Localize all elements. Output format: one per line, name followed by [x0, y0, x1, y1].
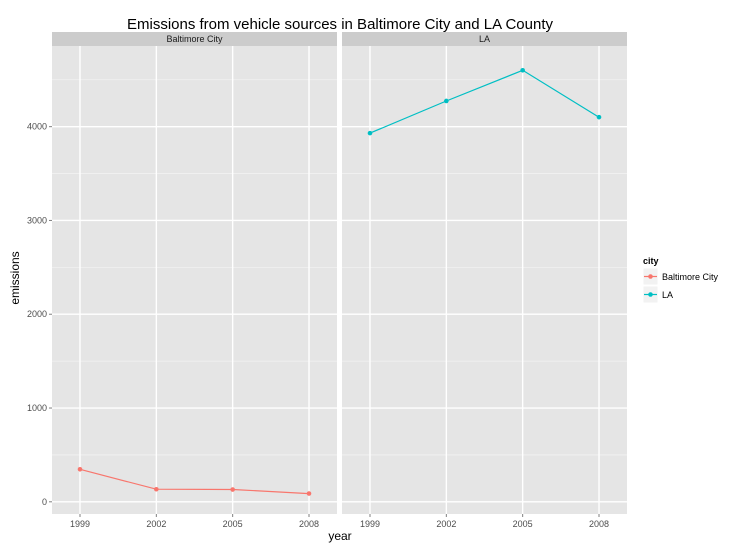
facet-panels: Baltimore City LA [52, 32, 627, 514]
strip-background [342, 32, 627, 46]
legend-label: Baltimore City [662, 272, 719, 282]
y-tick-label: 3000 [27, 215, 47, 225]
strip-label: LA [479, 34, 490, 44]
x-axis-label: year [328, 529, 351, 543]
y-tick-label: 1000 [27, 403, 47, 413]
x-tick-label: 2008 [299, 519, 319, 529]
x-axis-baltimore-city: 1999 2002 2005 2008 [70, 514, 319, 529]
legend-key-point [648, 292, 653, 297]
data-point-la-1999 [367, 130, 373, 136]
x-tick-label: 1999 [70, 519, 90, 529]
data-point-la-2002 [444, 98, 449, 104]
y-tick-label: 2000 [27, 309, 47, 319]
x-tick-label: 2005 [223, 519, 243, 529]
data-point-la-2005 [520, 67, 525, 73]
facet-panel-la: LA [342, 32, 627, 514]
panel-background [342, 46, 627, 514]
legend-title: city [643, 256, 659, 266]
data-point-baltimore-city-2008 [306, 491, 312, 496]
x-tick-label: 2002 [436, 519, 456, 529]
strip-label: Baltimore City [166, 34, 223, 44]
panel-background [52, 46, 337, 514]
y-axis-label: emissions [8, 251, 22, 304]
y-tick-label: 4000 [27, 122, 47, 132]
legend-key-point [648, 274, 653, 279]
chart-title: Emissions from vehicle sources in Baltim… [127, 16, 554, 33]
data-point-baltimore-city-1999 [77, 466, 83, 472]
x-axes: 1999 2002 2005 2008 1999 2002 2005 2008 [70, 514, 609, 529]
data-point-baltimore-city-2005 [230, 487, 235, 492]
y-tick-label: 0 [42, 497, 47, 507]
data-point-baltimore-city-2002 [154, 486, 159, 492]
data-point-la-2008 [596, 114, 602, 120]
x-axis-la: 1999 2002 2005 2008 [360, 514, 609, 529]
x-tick-label: 2005 [513, 519, 533, 529]
x-tick-label: 2008 [589, 519, 609, 529]
series-line-la [369, 69, 600, 134]
series-line-baltimore-city [79, 468, 310, 495]
x-tick-label: 2002 [146, 519, 166, 529]
facet-panel-baltimore-city: Baltimore City [52, 32, 337, 514]
x-tick-label: 1999 [360, 519, 380, 529]
legend-label: LA [662, 290, 673, 300]
strip-background [52, 32, 337, 46]
legend-entry-baltimore-city: Baltimore City [642, 267, 719, 286]
legend-entry-la: LA [642, 285, 673, 304]
y-axis: 0 1000 2000 3000 4000 [27, 122, 52, 507]
